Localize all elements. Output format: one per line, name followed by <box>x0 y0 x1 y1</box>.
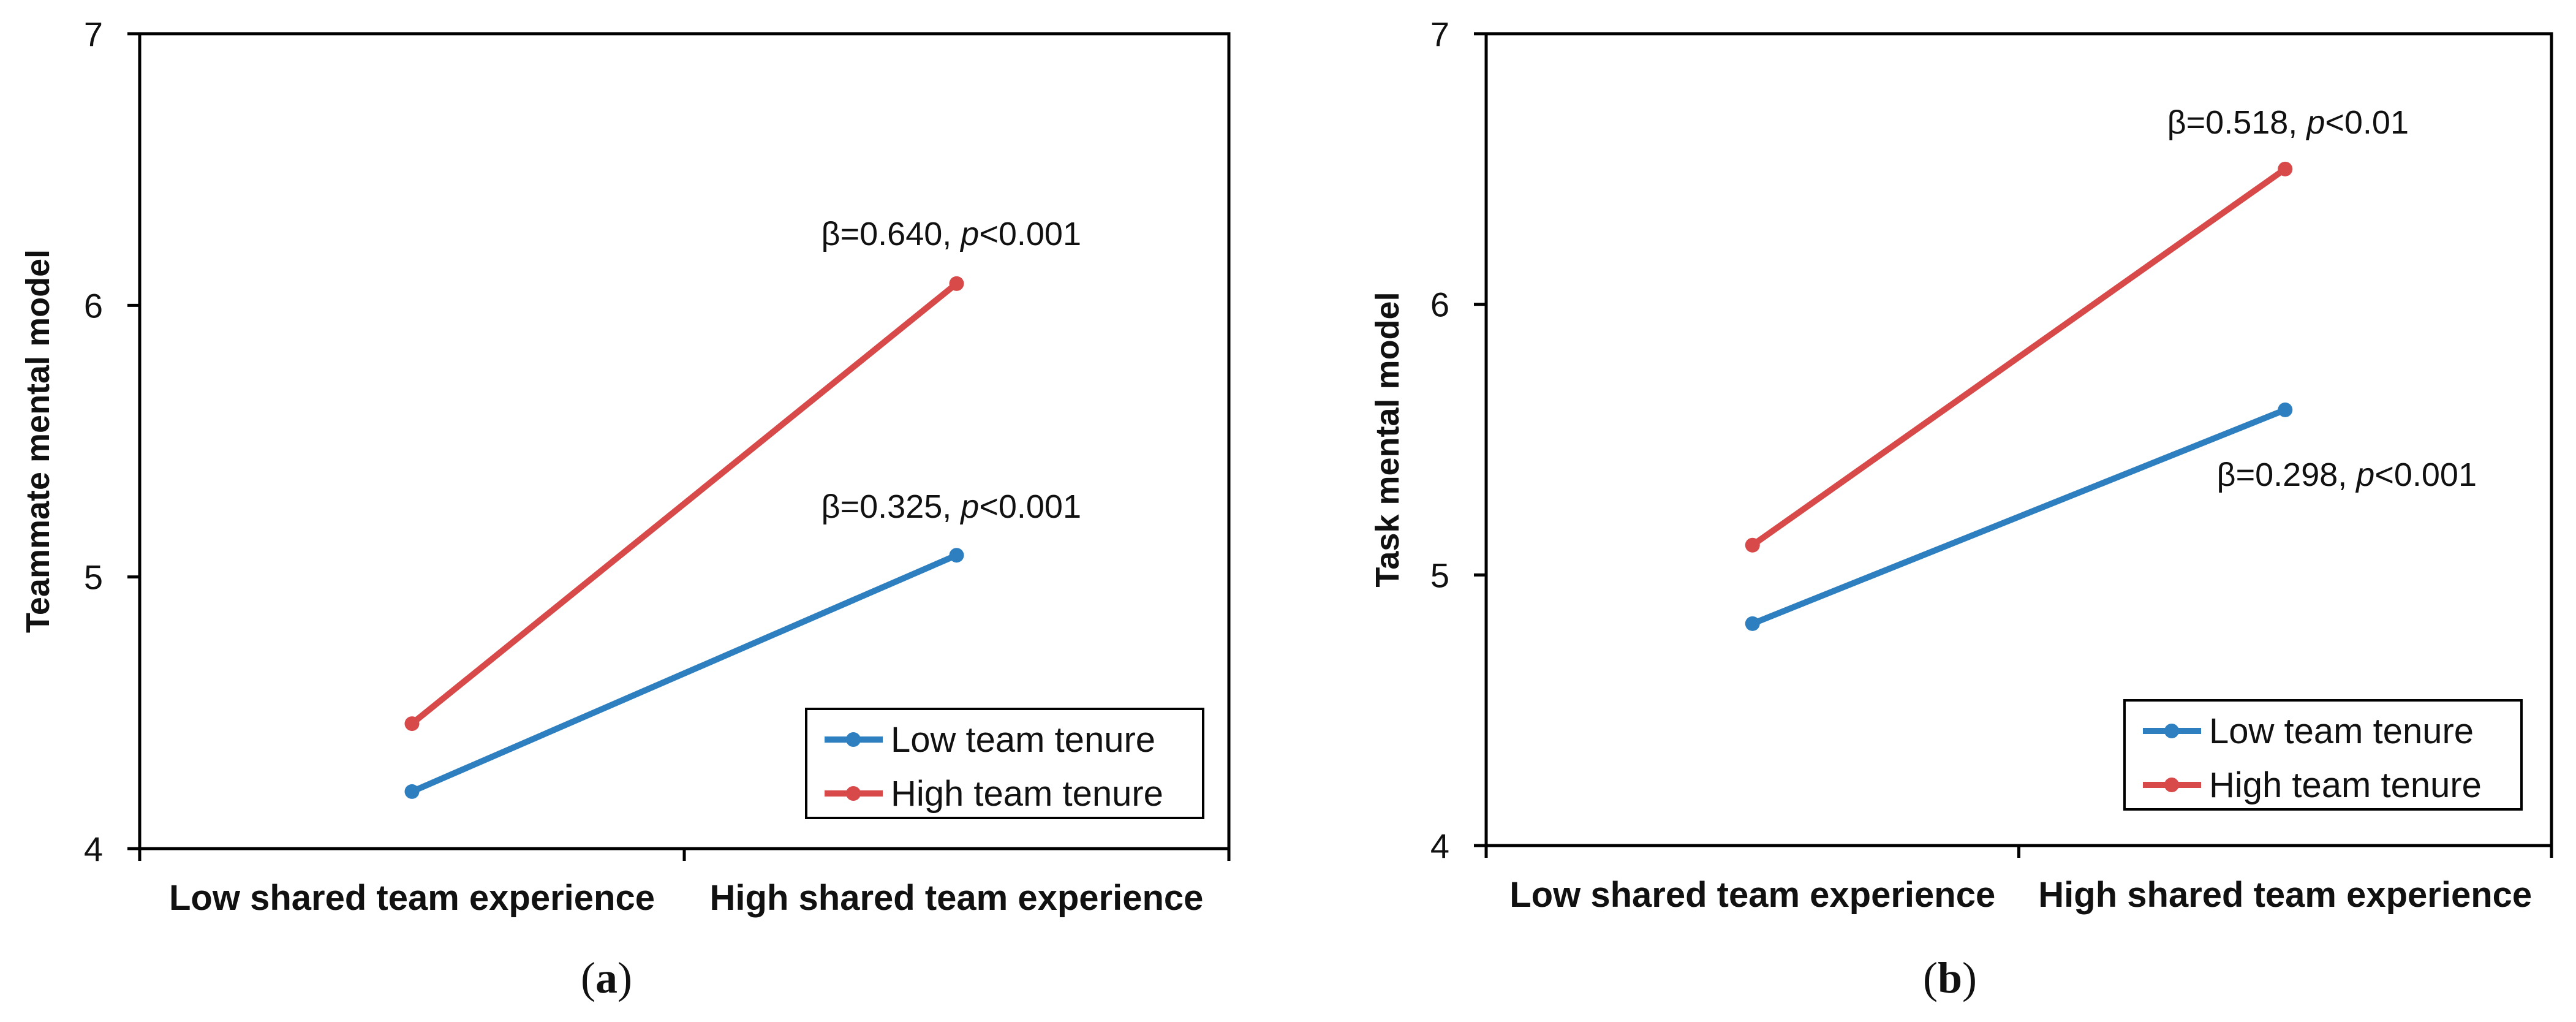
legend-swatch-marker <box>846 732 861 747</box>
paren-open: ( <box>581 953 595 1002</box>
legend: Low team tenure High team tenure <box>805 708 1204 819</box>
y-tick-label: 6 <box>84 286 103 325</box>
p-value: <0.001 <box>979 488 1081 525</box>
p-value: <0.001 <box>2374 456 2477 493</box>
p-symbol: p <box>959 488 979 525</box>
paren-open: ( <box>1923 953 1938 1002</box>
legend-swatch-marker <box>2164 724 2179 738</box>
legend: Low team tenure High team tenure <box>2123 699 2523 811</box>
legend-label: Low team tenure <box>891 720 1155 760</box>
y-tick-label: 4 <box>84 830 103 868</box>
data-point <box>2278 402 2293 417</box>
legend-label: Low team tenure <box>2209 711 2474 751</box>
paren-close: ) <box>618 953 632 1002</box>
legend-swatch-marker <box>846 786 861 801</box>
y-tick-label: 4 <box>1430 827 1449 865</box>
beta-text: β=0.640, <box>822 216 961 252</box>
series-line <box>1749 406 2289 627</box>
panel-letter: b <box>1938 953 1962 1002</box>
y-axis-label: Teammate mental model <box>20 249 56 633</box>
y-tick-label: 7 <box>1430 15 1449 53</box>
x-category-label: High shared team experience <box>2038 875 2532 915</box>
legend-swatch-marker <box>2164 778 2179 792</box>
data-point <box>949 548 964 563</box>
series-line <box>1749 165 2289 548</box>
series-line <box>409 280 960 727</box>
data-point <box>404 716 420 732</box>
series-line <box>409 552 960 795</box>
x-category-label: Low shared team experience <box>169 878 655 918</box>
legend-box <box>2123 699 2523 811</box>
p-symbol: p <box>959 216 979 252</box>
data-point <box>949 276 964 291</box>
beta-annotation: β=0.518, p<0.01 <box>2167 104 2409 141</box>
data-point <box>1745 616 1760 631</box>
p-value: <0.01 <box>2325 104 2409 141</box>
legend-box <box>805 708 1204 819</box>
beta-text: β=0.518, <box>2167 104 2307 141</box>
beta-text: β=0.325, <box>822 488 961 525</box>
data-point <box>2278 161 2293 176</box>
panel-letter: a <box>595 953 618 1002</box>
panel-label: (a) <box>581 953 632 1002</box>
chart-panel-b: 4 5 6 7 Low shared team experience High share… <box>1369 15 2553 1002</box>
beta-annotation: β=0.640, p<0.001 <box>822 216 1081 252</box>
panel-label: (b) <box>1923 953 1977 1002</box>
y-tick-label: 5 <box>1430 556 1449 594</box>
x-category-label: High shared team experience <box>710 878 1204 918</box>
y-tick-label: 6 <box>1430 286 1449 324</box>
p-symbol: p <box>2305 104 2325 141</box>
p-symbol: p <box>2355 456 2374 493</box>
beta-annotation: β=0.325, p<0.001 <box>822 488 1081 525</box>
beta-text: β=0.298, <box>2217 456 2357 493</box>
y-tick-label: 7 <box>84 15 103 53</box>
chart-panel-a: 4 5 6 7 Low shared team experience High share… <box>20 15 1231 1002</box>
p-value: <0.001 <box>979 216 1081 252</box>
data-point <box>1745 537 1760 553</box>
y-tick-label: 5 <box>84 558 103 597</box>
beta-annotation: β=0.298, p<0.001 <box>2217 456 2477 493</box>
paren-close: ) <box>1962 953 1977 1002</box>
legend-label: High team tenure <box>891 774 1163 814</box>
data-point <box>404 784 420 799</box>
x-category-label: Low shared team experience <box>1509 875 1995 915</box>
legend-label: High team tenure <box>2209 765 2482 805</box>
y-axis-label: Task mental model <box>1369 292 1406 587</box>
